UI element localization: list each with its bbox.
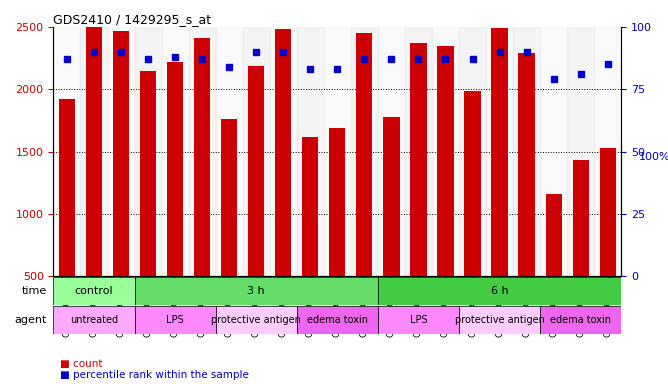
- Bar: [297, 27, 324, 276]
- Text: untreated: untreated: [70, 314, 118, 325]
- Bar: [188, 27, 216, 276]
- Bar: [216, 27, 242, 276]
- FancyBboxPatch shape: [53, 306, 134, 333]
- Text: time: time: [21, 286, 47, 296]
- Bar: [464, 91, 481, 276]
- Bar: [275, 30, 291, 276]
- Bar: [356, 33, 373, 276]
- Text: control: control: [75, 286, 114, 296]
- Bar: [546, 194, 562, 276]
- Bar: [162, 27, 188, 276]
- Bar: [486, 27, 513, 276]
- Bar: [492, 28, 508, 276]
- Bar: [405, 27, 432, 276]
- FancyBboxPatch shape: [53, 277, 134, 305]
- Bar: [134, 27, 162, 276]
- FancyBboxPatch shape: [216, 306, 297, 333]
- Text: LPS: LPS: [409, 314, 428, 325]
- Bar: [572, 161, 589, 276]
- Bar: [459, 27, 486, 276]
- FancyBboxPatch shape: [378, 306, 459, 333]
- Bar: [351, 27, 378, 276]
- Text: edema toxin: edema toxin: [307, 314, 368, 325]
- Text: GDS2410 / 1429295_s_at: GDS2410 / 1429295_s_at: [53, 13, 212, 26]
- Bar: [518, 53, 534, 276]
- Bar: [324, 27, 351, 276]
- Bar: [383, 117, 399, 276]
- FancyBboxPatch shape: [297, 306, 378, 333]
- Bar: [540, 27, 567, 276]
- FancyBboxPatch shape: [134, 306, 216, 333]
- Bar: [438, 46, 454, 276]
- Bar: [242, 27, 270, 276]
- FancyBboxPatch shape: [540, 306, 621, 333]
- Bar: [567, 27, 595, 276]
- Bar: [113, 31, 129, 276]
- Bar: [80, 27, 108, 276]
- Text: 3 h: 3 h: [247, 286, 265, 296]
- Bar: [329, 128, 345, 276]
- Bar: [248, 66, 265, 276]
- Text: ■ percentile rank within the sample: ■ percentile rank within the sample: [60, 370, 249, 380]
- Bar: [432, 27, 459, 276]
- Bar: [378, 27, 405, 276]
- Bar: [167, 62, 183, 276]
- Bar: [221, 119, 237, 276]
- Text: 6 h: 6 h: [491, 286, 508, 296]
- Text: protective antigen: protective antigen: [211, 314, 301, 325]
- Bar: [86, 20, 102, 276]
- FancyBboxPatch shape: [459, 306, 540, 333]
- Text: ■ count: ■ count: [60, 359, 103, 369]
- Bar: [410, 43, 427, 276]
- Bar: [600, 148, 616, 276]
- Bar: [59, 99, 75, 276]
- Text: edema toxin: edema toxin: [550, 314, 611, 325]
- Bar: [194, 38, 210, 276]
- FancyBboxPatch shape: [134, 277, 378, 305]
- FancyBboxPatch shape: [378, 277, 621, 305]
- Bar: [270, 27, 297, 276]
- Bar: [108, 27, 134, 276]
- Y-axis label: 100%: 100%: [639, 152, 668, 162]
- Bar: [595, 27, 621, 276]
- Bar: [302, 137, 319, 276]
- Bar: [53, 27, 80, 276]
- Bar: [513, 27, 540, 276]
- Text: agent: agent: [15, 314, 47, 325]
- Text: LPS: LPS: [166, 314, 184, 325]
- Text: protective antigen: protective antigen: [455, 314, 544, 325]
- Bar: [140, 71, 156, 276]
